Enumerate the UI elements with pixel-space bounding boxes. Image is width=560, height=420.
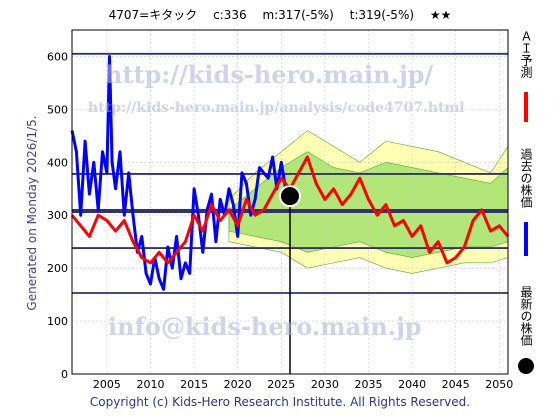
copyright-footer: Copyright (c) Kids-Hero Research Institu…	[89, 395, 471, 409]
watermark-url: http://kids-hero.main.jp/	[105, 60, 434, 89]
code-name: 4707=キタック	[108, 8, 198, 22]
latest-price-marker	[279, 185, 301, 208]
y-tick-label: 500	[47, 103, 68, 116]
axes	[71, 29, 509, 375]
x-tick-label: 2010	[136, 378, 164, 391]
watermark-analysis-url: http://kids-hero.main.jp/analysis/code47…	[88, 100, 465, 116]
x-tick-label: 2045	[442, 378, 470, 391]
x-tick-label: 2020	[224, 378, 252, 391]
rating-stars: ★★	[429, 8, 452, 22]
past-legend-swatch	[524, 222, 528, 256]
past-series-line	[70, 55, 292, 291]
y-tick-label: 400	[47, 156, 68, 169]
x-tick-label: 2035	[354, 378, 382, 391]
plot-frame	[71, 29, 509, 375]
x-tick-label: 2030	[311, 378, 339, 391]
y-tick-label: 0	[61, 368, 68, 381]
past-legend-label: 過去の株価	[519, 148, 533, 208]
y-tick-labels: 0 100 200 300 400 500 600	[47, 50, 68, 381]
latest-price-dot	[279, 185, 301, 208]
latest-legend-swatch	[518, 358, 534, 374]
x-tick-label: 2025	[267, 378, 295, 391]
y-tick-label: 200	[47, 262, 68, 275]
forecast-legend-label: ＡＩ予測	[519, 30, 533, 78]
x-tick-label: 2040	[398, 378, 426, 391]
generated-date-label: Generated on Monday 2026/1/5.	[25, 115, 39, 311]
x-tick-labels: 2005 2010 2015 2020 2025 2030 2035 2040 2045 2050	[93, 378, 513, 391]
x-tick-label: 2005	[93, 378, 121, 391]
target-value: t:319(-5%)	[349, 8, 415, 22]
chart-title: 4707=キタック c:336 m:317(-5%) t:319(-5%) ★★	[0, 6, 560, 23]
x-tick-label: 2015	[180, 378, 208, 391]
close-value: c:336	[213, 8, 247, 22]
watermark-email: info@kids-hero.main.jp	[108, 312, 422, 341]
y-tick-label: 300	[47, 209, 68, 222]
forecast-legend-swatch	[524, 92, 528, 122]
y-tick-label: 600	[47, 50, 68, 63]
x-tick-label: 2050	[485, 378, 513, 391]
latest-legend-label: 最新の株価	[519, 286, 533, 346]
y-tick-label: 100	[47, 315, 68, 328]
median-value: m:317(-5%)	[262, 8, 334, 22]
